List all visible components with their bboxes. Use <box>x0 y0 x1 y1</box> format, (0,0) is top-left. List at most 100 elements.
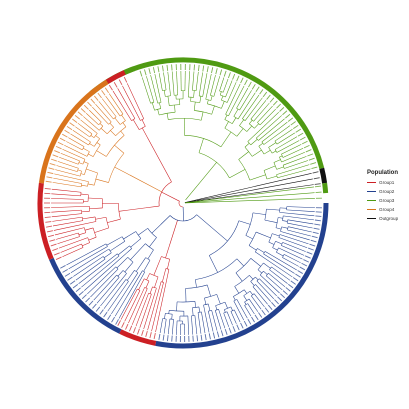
tip-label-mark <box>44 216 51 218</box>
tree-branch <box>276 247 279 253</box>
tip-label-mark <box>144 69 147 76</box>
tree-branch <box>157 102 162 104</box>
tree-branch <box>107 218 121 223</box>
tip-label-mark <box>272 100 278 106</box>
tree-branch <box>60 243 82 253</box>
tree-branch <box>135 293 149 327</box>
tip-label-mark <box>121 322 125 328</box>
tree-branch <box>159 318 163 334</box>
tip-label-mark <box>301 262 308 267</box>
tree-branch <box>59 156 79 165</box>
tip-label-mark <box>97 92 102 99</box>
tip-label-mark <box>103 311 108 318</box>
tip-label-mark <box>162 334 165 341</box>
tree-branch <box>120 120 126 125</box>
tree-branch <box>271 266 291 281</box>
tip-label-mark <box>95 306 101 312</box>
tip-label-mark <box>223 70 227 77</box>
tip-label-mark <box>69 280 76 285</box>
tip-label-mark <box>48 167 55 170</box>
tip-label-mark <box>240 77 244 84</box>
tree-branch <box>277 168 311 178</box>
tree-branch <box>153 256 162 276</box>
tree-branch <box>251 295 262 310</box>
tree-branch <box>280 231 310 241</box>
tip-label-mark <box>274 299 279 305</box>
tree-branch <box>210 95 213 101</box>
tree-branch <box>263 170 268 180</box>
legend-item-group2: Group2 <box>367 187 409 196</box>
tree-branch <box>120 288 138 320</box>
tip-label-mark <box>314 183 321 185</box>
tip-label-mark <box>74 115 81 120</box>
tree-branch <box>273 162 277 170</box>
tree-branch <box>51 213 82 218</box>
tree-branch <box>51 209 82 213</box>
tree-branch <box>111 272 139 315</box>
tree-branch <box>269 266 272 270</box>
tree-branch <box>73 256 104 277</box>
tip-label-mark <box>149 332 152 339</box>
tree-branch <box>275 227 282 230</box>
tree-branches <box>51 71 315 335</box>
tree-branch <box>243 289 248 294</box>
tree-branch <box>142 127 148 138</box>
tip-label-mark <box>290 121 296 126</box>
tree-branch <box>273 159 281 163</box>
tip-label-mark <box>314 185 322 188</box>
tip-label-mark <box>64 129 70 134</box>
tip-label-mark <box>101 90 106 96</box>
tip-label-mark <box>307 247 314 251</box>
tree-branch <box>169 104 180 106</box>
tip-label-mark <box>314 223 321 226</box>
tree-branch <box>233 289 245 297</box>
tree-branch <box>211 310 218 331</box>
tree-branch <box>88 197 103 200</box>
tree-branch <box>272 233 280 237</box>
tip-label-mark <box>92 303 97 309</box>
tree-branch <box>252 149 262 157</box>
tree-branch <box>211 105 215 115</box>
tip-label-mark <box>311 166 318 170</box>
tip-label-mark <box>88 300 94 306</box>
tree-branch <box>163 72 167 91</box>
tree-branch <box>268 241 275 245</box>
tree-branch <box>276 252 284 257</box>
legend-swatch <box>367 181 376 184</box>
tree-branch <box>274 128 293 142</box>
tree-branch <box>255 231 271 239</box>
ring-segment-group1 <box>105 70 126 84</box>
tree-branch <box>155 269 170 333</box>
tree-branch <box>141 119 146 127</box>
tip-label-mark <box>315 215 322 217</box>
tree-branch <box>198 72 203 96</box>
tree-branch <box>244 146 253 157</box>
tree-branch <box>95 135 100 139</box>
tree-branch <box>80 183 83 187</box>
tip-label-mark <box>303 144 310 149</box>
tree-branch <box>149 286 153 294</box>
tip-label-mark <box>198 64 200 71</box>
tip-label-mark <box>220 330 224 337</box>
tree-branch <box>278 217 283 219</box>
tree-branch <box>105 95 121 117</box>
tree-branch <box>145 205 160 209</box>
tree-branch <box>184 178 313 203</box>
tree-branch <box>184 186 315 204</box>
tree-branch <box>110 130 116 136</box>
tree-branch <box>124 290 141 322</box>
tree-branch <box>283 254 301 264</box>
tree-branch <box>238 220 251 225</box>
tree-branch <box>57 161 79 169</box>
tip-label-mark <box>108 84 113 91</box>
tree-branch <box>53 221 97 231</box>
tree-branch <box>146 136 172 183</box>
tree-branch <box>233 109 239 117</box>
tree-branch <box>118 271 145 319</box>
tree-branch <box>255 284 271 302</box>
tip-label-mark <box>228 327 232 334</box>
tree-branch <box>144 278 150 282</box>
tree-branch <box>253 293 265 308</box>
tree-branch <box>98 121 102 125</box>
